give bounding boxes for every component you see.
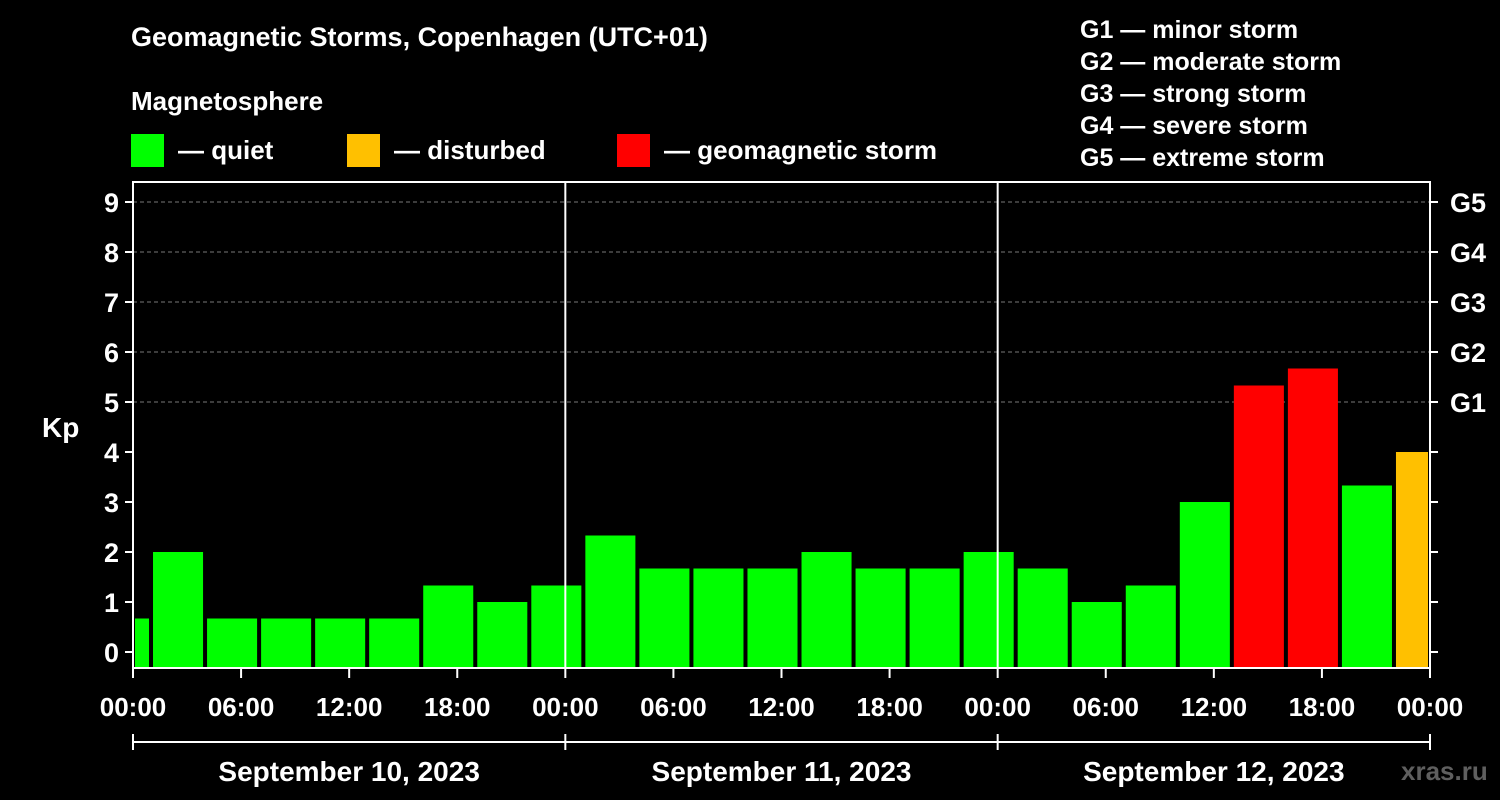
legend-item-disturbed: — disturbed — [347, 133, 546, 167]
g-level-label: G1 — [1450, 388, 1486, 418]
kp-bar — [1395, 452, 1428, 668]
kp-bar — [909, 568, 960, 668]
date-label: September 12, 2023 — [1083, 756, 1345, 787]
x-tick-label: 06:00 — [640, 692, 707, 722]
kp-bar — [531, 585, 582, 668]
legend-swatch-disturbed — [347, 133, 380, 167]
kp-bar — [261, 618, 312, 668]
x-tick-label: 12:00 — [748, 692, 815, 722]
kp-bar — [315, 618, 366, 668]
y-tick-label: 7 — [104, 288, 119, 318]
legend-item-storm: — geomagnetic storm — [617, 133, 937, 167]
x-tick-label: 00:00 — [964, 692, 1031, 722]
y-tick-label: 1 — [104, 588, 119, 618]
kp-bar — [639, 568, 690, 668]
kp-bar — [1341, 485, 1392, 668]
y-tick-label: 6 — [104, 338, 119, 368]
x-tick-label: 18:00 — [1289, 692, 1356, 722]
storm-scale-g5: G5 — extreme storm — [1080, 144, 1325, 172]
x-tick-label: 00:00 — [1397, 692, 1464, 722]
storm-scale-g1: G1 — minor storm — [1080, 16, 1299, 44]
date-label: September 10, 2023 — [218, 756, 480, 787]
x-tick-label: 18:00 — [424, 692, 491, 722]
storm-scale-legend: G1 — minor storm G2 — moderate storm G3 … — [1080, 14, 1341, 174]
y-tick-label: 8 — [104, 238, 119, 268]
x-tick-label: 00:00 — [532, 692, 599, 722]
kp-bar — [1179, 502, 1230, 668]
x-tick-label: 06:00 — [1073, 692, 1140, 722]
legend-label-quiet: — quiet — [178, 134, 274, 165]
y-tick-label: 2 — [104, 538, 119, 568]
kp-bar — [1287, 368, 1338, 668]
kp-bar — [963, 552, 1014, 668]
y-tick-label: 9 — [104, 188, 119, 218]
watermark: xras.ru — [1401, 756, 1488, 786]
g-level-label: G5 — [1450, 188, 1486, 218]
g-level-label: G3 — [1450, 288, 1486, 318]
x-tick-label: 12:00 — [316, 692, 383, 722]
kp-bar — [585, 535, 636, 668]
kp-bar — [369, 618, 420, 668]
g-level-label: G2 — [1450, 338, 1486, 368]
legend-swatch-quiet — [131, 133, 164, 167]
kp-bar — [693, 568, 744, 668]
legend-swatch-storm — [617, 133, 650, 167]
x-tick-label: 18:00 — [856, 692, 923, 722]
kp-bar — [207, 618, 258, 668]
y-axis-label: Kp — [42, 412, 80, 443]
y-tick-label: 4 — [104, 438, 119, 468]
kp-bar — [1071, 602, 1122, 668]
kp-bar — [477, 602, 528, 668]
kp-bar — [1233, 385, 1284, 668]
x-tick-label: 12:00 — [1181, 692, 1248, 722]
g-level-label: G4 — [1450, 238, 1486, 268]
legend-label-disturbed: — disturbed — [394, 134, 546, 165]
storm-scale-g3: G3 — strong storm — [1080, 80, 1307, 108]
kp-bar — [153, 552, 204, 668]
kp-bar — [1125, 585, 1176, 668]
legend-label-storm: — geomagnetic storm — [664, 134, 938, 165]
kp-bar — [1017, 568, 1068, 668]
storm-scale-g4: G4 — severe storm — [1080, 112, 1308, 140]
y-tick-label: 3 — [104, 488, 119, 518]
chart-subtitle: Magnetosphere — [131, 86, 324, 116]
y-tick-label: 0 — [104, 638, 119, 668]
y-tick-label: 5 — [104, 388, 119, 418]
chart-title: Geomagnetic Storms, Copenhagen (UTC+01) — [131, 22, 708, 52]
storm-scale-g2: G2 — moderate storm — [1080, 48, 1342, 76]
kp-bar — [855, 568, 906, 668]
x-tick-label: 00:00 — [100, 692, 167, 722]
kp-bar — [135, 618, 150, 668]
kp-bar — [423, 585, 474, 668]
kp-bar — [747, 568, 798, 668]
legend-item-quiet: — quiet — [131, 133, 273, 167]
date-label: September 11, 2023 — [652, 756, 912, 787]
kp-bar — [801, 552, 852, 668]
x-tick-label: 06:00 — [208, 692, 275, 722]
